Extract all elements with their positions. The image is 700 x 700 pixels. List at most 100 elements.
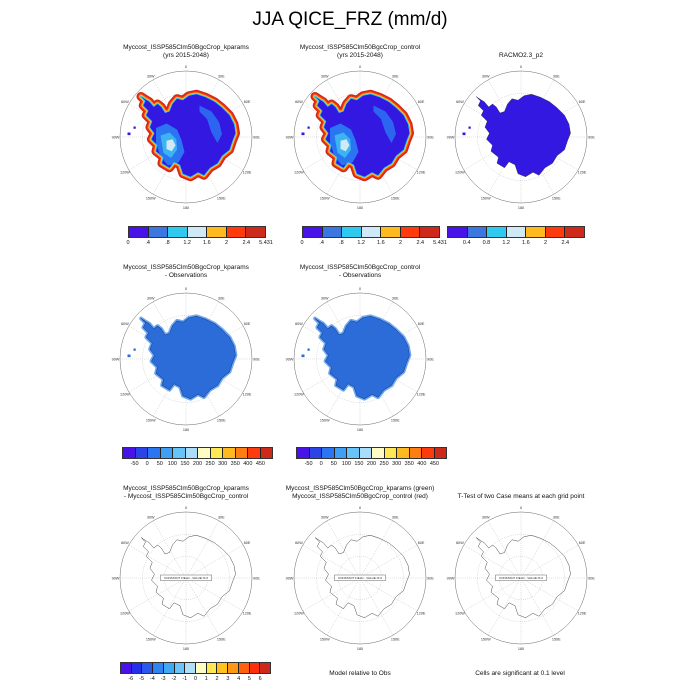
panel-title-kparams-minus-obs: Myccost_ISSP585Clm50BgcCrop_kparams - Ob… (91, 260, 281, 280)
colorbar-control-minus-obs: -50 0 50 100 150 200 250 300 350 400 450 (296, 447, 447, 469)
svg-text:150W: 150W (481, 637, 491, 641)
colorbar-racmo: 0.4 0.8 1.2 1.6 2 2.4 (447, 226, 585, 248)
svg-text:0: 0 (520, 65, 522, 69)
svg-text:90W: 90W (112, 357, 120, 361)
colorbar-kparams-minus-control: -6 -5 -4 -3 -2 -1 0 1 2 3 4 5 6 (120, 662, 271, 684)
svg-text:30W: 30W (482, 515, 490, 519)
panel-title-control: Myccost_ISSP585Clm50BgcCrop_control (yrs… (265, 40, 455, 60)
panel-title-line: Myccost_ISSP585Clm50BgcCrop_kparams (123, 485, 249, 492)
svg-text:60E: 60E (418, 100, 425, 104)
panel-title-line: (yrs 2015-2048) (337, 52, 383, 59)
svg-text:120W: 120W (294, 393, 304, 397)
svg-text:120W: 120W (294, 612, 304, 616)
svg-text:60E: 60E (244, 322, 251, 326)
svg-text:CONSTANT FIELD - VALUE IS 0: CONSTANT FIELD - VALUE IS 0 (164, 576, 208, 580)
panel-title-line: RACMO2.3_p2 (498, 52, 544, 59)
panel-title-line: Myccost_ISSP585Clm50BgcCrop_control (red… (292, 493, 428, 500)
panel-title-line: - Observations (164, 272, 208, 279)
svg-text:0: 0 (185, 287, 187, 291)
svg-text:120W: 120W (455, 612, 465, 616)
panel-title-overlay-contours: Myccost_ISSP585Clm50BgcCrop_kparams (gre… (265, 481, 455, 501)
svg-text:150E: 150E (391, 637, 400, 641)
svg-text:120W: 120W (294, 171, 304, 175)
svg-text:0: 0 (359, 506, 361, 510)
svg-text:90W: 90W (286, 135, 294, 139)
svg-text:120E: 120E (243, 171, 252, 175)
svg-text:120W: 120W (455, 171, 465, 175)
svg-text:30E: 30E (218, 74, 225, 78)
svg-text:30W: 30W (482, 74, 490, 78)
significance-note: Cells are significant at 0.1 level (475, 670, 565, 677)
map-ttest: CONSTANT FIELD - VALUE IS 0 0 30E 60E 90E 120… (446, 503, 596, 653)
svg-text:120E: 120E (243, 612, 252, 616)
svg-text:120E: 120E (243, 393, 252, 397)
svg-text:0: 0 (185, 65, 187, 69)
svg-text:30E: 30E (553, 515, 560, 519)
svg-text:90E: 90E (253, 135, 260, 139)
svg-text:30W: 30W (321, 296, 329, 300)
map-racmo: 0 30E 60E 90E 120E 150E 180 150W 120W 90W 60W 30W (446, 62, 596, 212)
panel-title-line: Myccost_ISSP585Clm50BgcCrop_kparams (123, 44, 249, 51)
svg-text:150W: 150W (320, 637, 330, 641)
svg-text:150W: 150W (320, 196, 330, 200)
panel-title-control-minus-obs: Myccost_ISSP585Clm50BgcCrop_control - Ob… (265, 260, 455, 280)
svg-text:30E: 30E (218, 515, 225, 519)
svg-text:120E: 120E (578, 612, 587, 616)
colorbar-control: 0.4.8 1.2 1.6 2 2.4 5.431 (300, 226, 447, 248)
svg-text:90E: 90E (427, 135, 434, 139)
svg-text:150E: 150E (217, 196, 226, 200)
svg-text:150W: 150W (146, 196, 156, 200)
colorbar-kparams-minus-obs: -50 0 50 100 150 200 250 300 350 400 450 (122, 447, 273, 469)
svg-text:120E: 120E (417, 393, 426, 397)
svg-text:60E: 60E (579, 100, 586, 104)
svg-text:90W: 90W (112, 135, 120, 139)
svg-text:150E: 150E (391, 418, 400, 422)
svg-text:180: 180 (183, 647, 189, 651)
panel-title-line: - Myccost_ISSP585Clm50BgcCrop_control (123, 493, 249, 500)
svg-text:CONSTANT FIELD - VALUE IS 0: CONSTANT FIELD - VALUE IS 0 (338, 576, 382, 580)
svg-text:60W: 60W (456, 100, 464, 104)
svg-text:150E: 150E (391, 196, 400, 200)
svg-text:150W: 150W (146, 418, 156, 422)
svg-text:90W: 90W (286, 357, 294, 361)
svg-text:180: 180 (357, 428, 363, 432)
panel-title-ttest: T-Test of two Case means at each grid po… (426, 481, 616, 501)
svg-text:0: 0 (185, 506, 187, 510)
colorbar-kparams: 0.4.8 1.2 1.6 2 2.4 5.431 (126, 226, 273, 248)
map-kparams-minus-control: CONSTANT FIELD - VALUE IS 0 0 30E 60E 90E 120… (111, 503, 261, 653)
svg-text:30E: 30E (392, 74, 399, 78)
svg-text:60W: 60W (456, 541, 464, 545)
svg-text:120W: 120W (120, 393, 130, 397)
svg-text:60E: 60E (244, 541, 251, 545)
svg-text:90W: 90W (286, 576, 294, 580)
svg-text:60W: 60W (295, 541, 303, 545)
svg-text:90E: 90E (588, 576, 595, 580)
svg-text:60E: 60E (418, 322, 425, 326)
svg-text:150W: 150W (320, 418, 330, 422)
panel-title-line: (yrs 2015-2048) (163, 52, 209, 59)
svg-text:180: 180 (357, 647, 363, 651)
svg-text:60E: 60E (579, 541, 586, 545)
map-kparams: 0 30E 60E 90E 120E 150E 180 150W 120W 90W 60W 30W (111, 62, 261, 212)
map-kparams-minus-obs: 0 30E 60E 90E 120E 150E 180 150W 120W 90W 60W 30W (111, 284, 261, 434)
svg-text:150W: 150W (481, 196, 491, 200)
svg-text:120E: 120E (578, 171, 587, 175)
svg-text:90E: 90E (253, 357, 260, 361)
panel-title-kparams-minus-control: Myccost_ISSP585Clm50BgcCrop_kparams - My… (91, 481, 281, 501)
panel-title-line: - Observations (338, 272, 382, 279)
svg-text:60W: 60W (121, 322, 129, 326)
map-overlay-contours: CONSTANT FIELD - VALUE IS 0 0 30E 60E 90E 120… (285, 503, 435, 653)
svg-text:150E: 150E (217, 637, 226, 641)
svg-text:30E: 30E (218, 296, 225, 300)
svg-text:150E: 150E (217, 418, 226, 422)
svg-text:180: 180 (357, 206, 363, 210)
panel-title-line: Myccost_ISSP585Clm50BgcCrop_kparams (123, 264, 249, 271)
svg-text:30E: 30E (553, 74, 560, 78)
svg-text:90E: 90E (253, 576, 260, 580)
svg-text:30W: 30W (321, 515, 329, 519)
svg-text:120W: 120W (120, 171, 130, 175)
svg-text:180: 180 (183, 206, 189, 210)
panel-title-kparams: Myccost_ISSP585Clm50BgcCrop_kparams (yrs… (91, 40, 281, 60)
page-title: JJA QICE_FRZ (mm/d) (252, 9, 448, 30)
